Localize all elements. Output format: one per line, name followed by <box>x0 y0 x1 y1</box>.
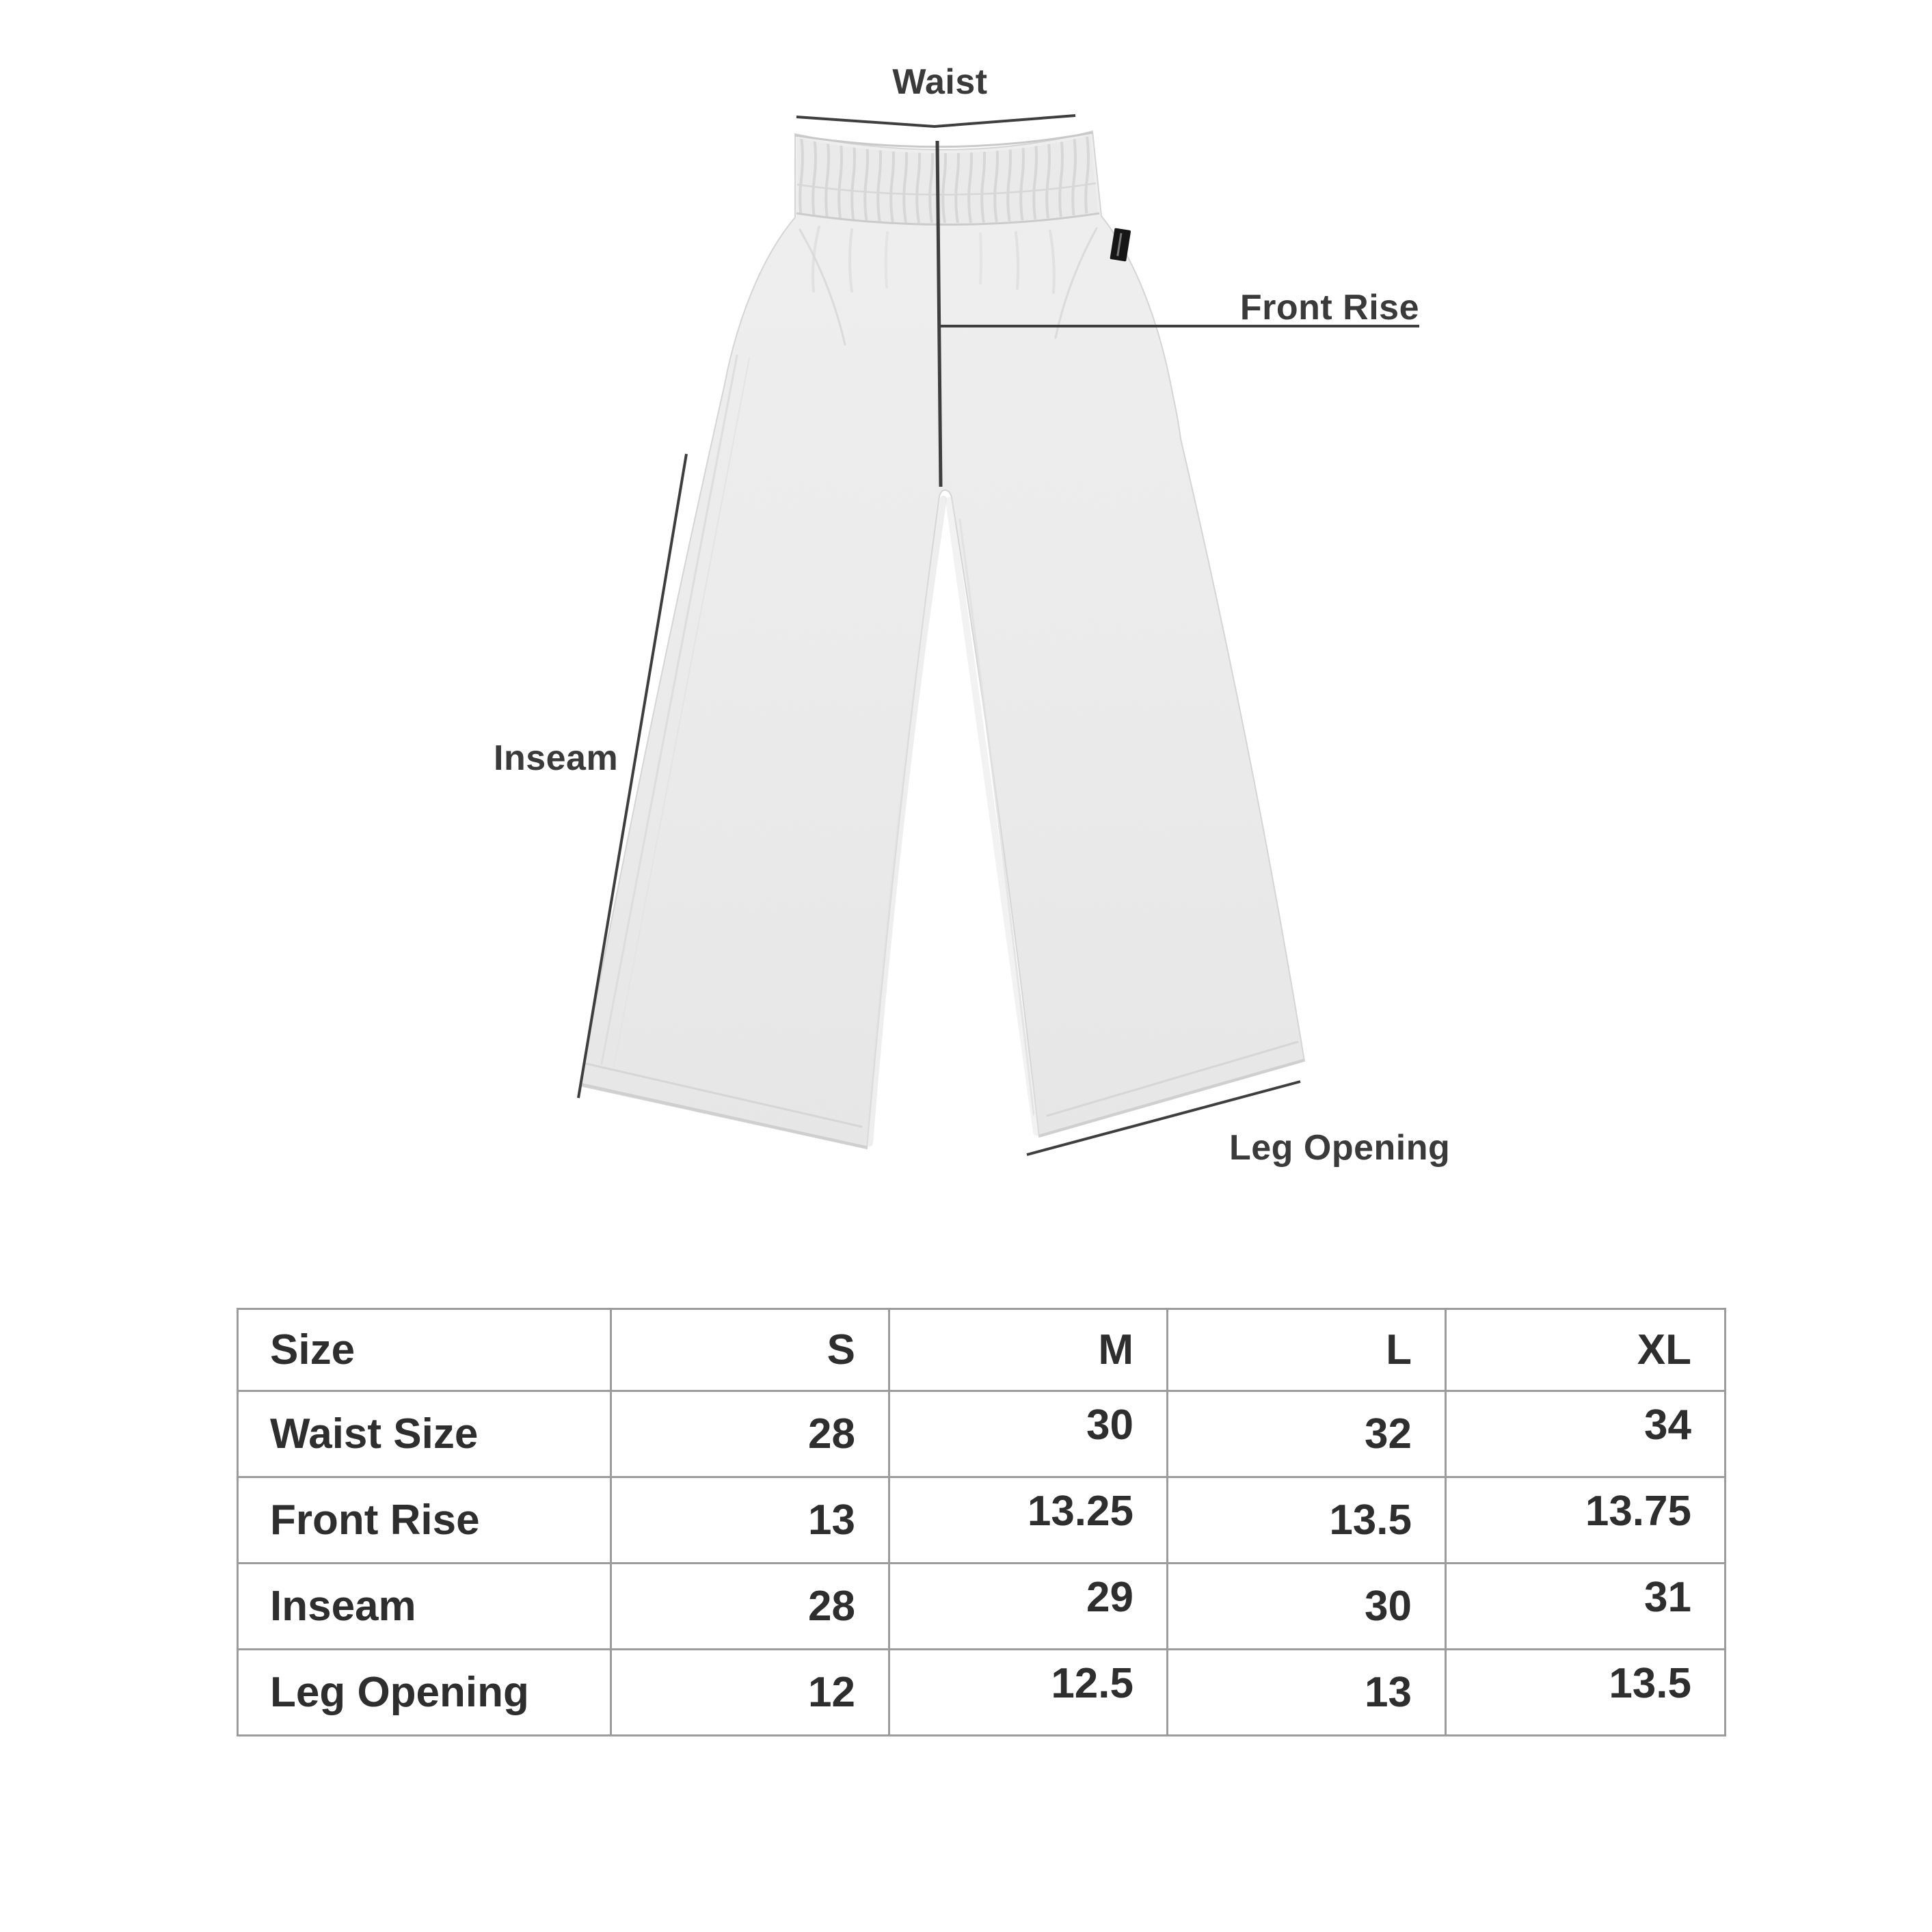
front-rise-m-value: 13.25 <box>888 1476 1168 1564</box>
fabric-shading <box>580 226 1304 1149</box>
waist-size-xl-value: 34 <box>1445 1390 1726 1478</box>
inseam-row: Inseam 28 29 30 31 <box>237 1562 1726 1650</box>
front-rise-xl-value: 13.75 <box>1445 1476 1726 1564</box>
inseam-xl-value: 31 <box>1445 1562 1726 1650</box>
front-rise-s-value: 13 <box>610 1476 890 1564</box>
leg-opening-m-value: 12.5 <box>888 1648 1168 1736</box>
inseam-label: Inseam <box>494 738 619 778</box>
inseam-s-value: 28 <box>610 1562 890 1650</box>
leg-opening-row: Leg Opening 12 12.5 13 13.5 <box>237 1648 1726 1736</box>
front-rise-row-label: Front Rise <box>237 1476 612 1564</box>
brand-tag-icon <box>1110 228 1131 262</box>
waist-size-row: Waist Size 28 30 32 34 <box>237 1390 1726 1478</box>
leg-opening-row-label: Leg Opening <box>237 1648 612 1736</box>
front-rise-l-value: 13.5 <box>1166 1476 1447 1564</box>
inseam-m-value: 29 <box>888 1562 1168 1650</box>
leg-opening-xl-value: 13.5 <box>1445 1648 1726 1736</box>
leg-opening-s-value: 12 <box>610 1648 890 1736</box>
inseam-row-label: Inseam <box>237 1562 612 1650</box>
front-rise-row: Front Rise 13 13.25 13.5 13.75 <box>237 1476 1726 1564</box>
pants-body <box>578 130 1306 1150</box>
waist-size-s-value: 28 <box>610 1390 890 1478</box>
waist-size-row-label: Waist Size <box>237 1390 612 1478</box>
waist-size-m-value: 30 <box>888 1390 1168 1478</box>
header-col-xl: XL <box>1445 1308 1726 1392</box>
waist-label: Waist <box>892 62 988 102</box>
inseam-l-value: 30 <box>1166 1562 1447 1650</box>
waist-measure-line <box>796 114 1076 129</box>
size-table: Size S M L XL Waist Size 28 30 32 34 Fro… <box>237 1308 1726 1736</box>
waist-size-l-value: 32 <box>1166 1390 1447 1478</box>
header-col-s: S <box>610 1308 890 1392</box>
leg-opening-measure-line <box>1026 1080 1301 1156</box>
leg-opening-l-value: 13 <box>1166 1648 1447 1736</box>
header-size-label: Size <box>237 1308 612 1392</box>
header-col-m: M <box>888 1308 1168 1392</box>
leg-opening-label: Leg Opening <box>1229 1128 1451 1168</box>
front-rise-label: Front Rise <box>1239 288 1419 327</box>
inseam-measure-line <box>577 453 688 1099</box>
waistband <box>794 131 1100 226</box>
front-rise-vertical-line <box>935 140 943 487</box>
header-col-l: L <box>1166 1308 1447 1392</box>
table-header-row: Size S M L XL <box>237 1308 1726 1392</box>
